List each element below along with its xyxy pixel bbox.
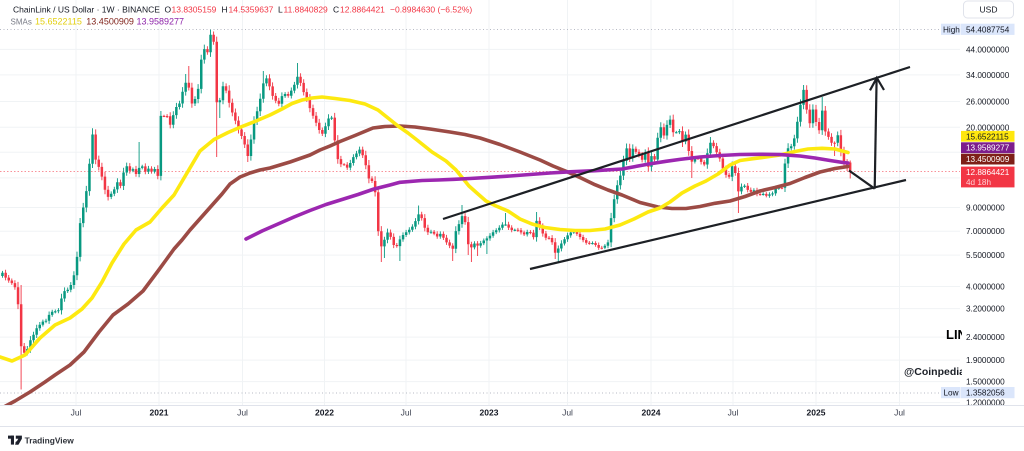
- svg-text:5.5000000: 5.5000000: [966, 251, 1005, 260]
- svg-text:Jul: Jul: [728, 408, 739, 418]
- svg-text:12.8864421: 12.8864421: [340, 4, 385, 14]
- svg-text:54.4087754: 54.4087754: [966, 25, 1010, 34]
- svg-text:11.8840829: 11.8840829: [284, 4, 329, 14]
- svg-text:2021: 2021: [150, 408, 169, 418]
- svg-text:9.0000000: 9.0000000: [966, 204, 1005, 213]
- svg-text:2024: 2024: [642, 408, 661, 418]
- svg-text:−0.8984630 (−6.52%): −0.8984630 (−6.52%): [390, 4, 472, 14]
- svg-text:3.2000000: 3.2000000: [966, 305, 1005, 314]
- svg-text:Low: Low: [944, 389, 959, 398]
- svg-text:26.0000000: 26.0000000: [966, 98, 1010, 107]
- svg-text:LIN: LIN: [946, 327, 967, 342]
- svg-text:SMAs: SMAs: [11, 17, 32, 26]
- svg-text:Jul: Jul: [237, 408, 248, 418]
- svg-text:13.4500909: 13.4500909: [86, 16, 134, 26]
- svg-text:@Coinpedia: @Coinpedia: [904, 366, 965, 378]
- svg-text:Jul: Jul: [401, 408, 412, 418]
- svg-text:Jul: Jul: [894, 408, 905, 418]
- svg-text:14.5359637: 14.5359637: [229, 4, 274, 14]
- svg-text:2025: 2025: [807, 408, 826, 418]
- svg-text:13.8305159: 13.8305159: [172, 4, 217, 14]
- svg-text:2022: 2022: [315, 408, 334, 418]
- svg-text:1.3582056: 1.3582056: [966, 389, 1005, 398]
- svg-text:C: C: [333, 4, 339, 14]
- svg-text:13.9589277: 13.9589277: [137, 16, 185, 26]
- svg-text:1.9000000: 1.9000000: [966, 356, 1005, 365]
- svg-text:TradingView: TradingView: [25, 436, 75, 446]
- svg-text:20.0000000: 20.0000000: [966, 123, 1010, 132]
- svg-text:13.4500909: 13.4500909: [966, 155, 1010, 164]
- svg-text:15.6522115: 15.6522115: [966, 132, 1009, 141]
- svg-text:ChainLink / US Dollar · 1W · B: ChainLink / US Dollar · 1W · BINANCE: [13, 4, 160, 14]
- svg-text:2.4000000: 2.4000000: [966, 333, 1005, 342]
- svg-text:7.0000000: 7.0000000: [966, 227, 1005, 236]
- svg-text:O: O: [165, 4, 172, 14]
- svg-text:44.0000000: 44.0000000: [966, 45, 1010, 54]
- svg-text:H: H: [222, 4, 228, 14]
- svg-text:12.8864421: 12.8864421: [966, 168, 1010, 177]
- svg-text:Jul: Jul: [562, 408, 573, 418]
- svg-text:1.5000000: 1.5000000: [966, 378, 1005, 387]
- svg-text:High: High: [943, 25, 960, 34]
- svg-text:13.9589277: 13.9589277: [966, 144, 1010, 153]
- svg-text:4d 18h: 4d 18h: [966, 178, 991, 187]
- svg-text:34.0000000: 34.0000000: [966, 71, 1010, 80]
- svg-text:4.0000000: 4.0000000: [966, 283, 1005, 292]
- svg-text:USD: USD: [980, 5, 998, 15]
- svg-text:15.6522115: 15.6522115: [35, 16, 82, 26]
- svg-text:L: L: [278, 4, 283, 14]
- svg-text:Jul: Jul: [71, 408, 82, 418]
- svg-text:1.2000000: 1.2000000: [966, 399, 1005, 408]
- svg-text:2023: 2023: [480, 408, 499, 418]
